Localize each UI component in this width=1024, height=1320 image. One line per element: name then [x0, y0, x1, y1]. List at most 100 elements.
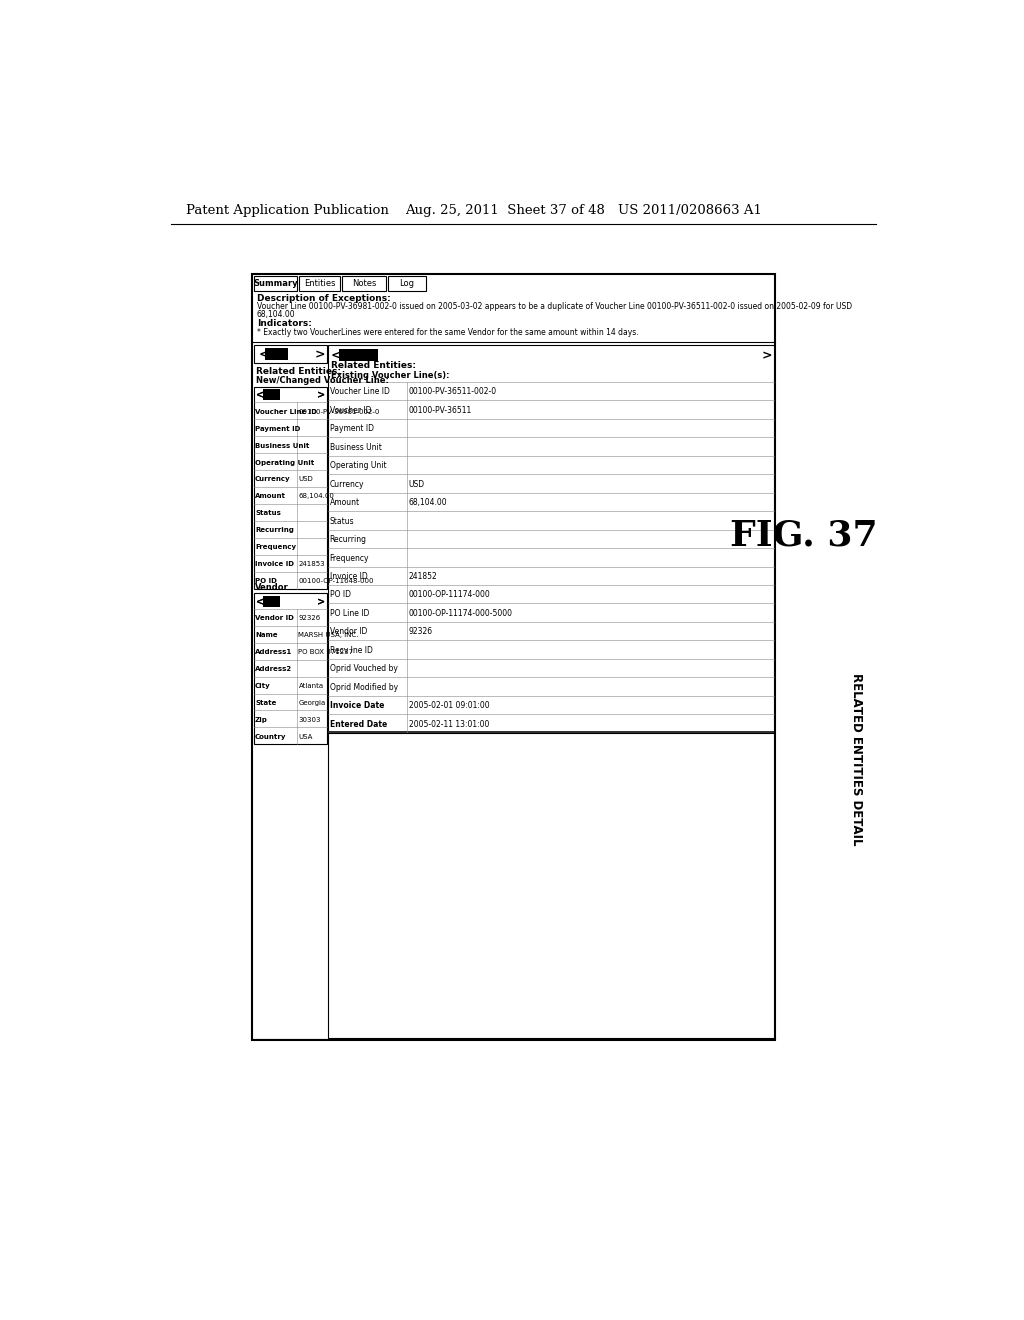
Text: <: < [256, 391, 264, 400]
Text: USD: USD [409, 479, 425, 488]
Text: Atlanta: Atlanta [299, 682, 324, 689]
Text: 68,104.00: 68,104.00 [299, 494, 335, 499]
Text: Currency: Currency [330, 479, 364, 488]
Text: <: < [256, 597, 264, 607]
Bar [265, 348, 289, 360]
Text: >: > [317, 597, 326, 607]
Bar [254, 276, 297, 290]
Bar [328, 731, 773, 733]
Text: Summary: Summary [253, 279, 298, 288]
Text: Invoice ID: Invoice ID [330, 572, 368, 581]
Text: Frequency: Frequency [330, 553, 369, 562]
Text: Patent Application Publication: Patent Application Publication [186, 203, 389, 216]
Bar [328, 345, 773, 1038]
Text: City: City [255, 682, 271, 689]
Text: 241852: 241852 [409, 572, 437, 581]
Text: >: > [317, 391, 326, 400]
Text: Oprid Modified by: Oprid Modified by [330, 682, 397, 692]
Text: Invoice ID: Invoice ID [255, 561, 294, 568]
Text: <: < [256, 391, 264, 400]
Text: Log: Log [399, 279, 415, 288]
Text: Operating Unit: Operating Unit [255, 459, 314, 466]
Bar [263, 389, 280, 400]
Bar [254, 594, 328, 744]
Text: Frequency: Frequency [255, 544, 296, 550]
Bar [263, 389, 280, 400]
Text: Business Unit: Business Unit [255, 442, 309, 449]
Text: * Exactly two VoucherLines were entered for the same Vendor for the same amount : * Exactly two VoucherLines were entered … [257, 327, 638, 337]
Text: Status: Status [255, 511, 281, 516]
Text: Entities: Entities [304, 279, 335, 288]
Text: Zip: Zip [255, 717, 268, 723]
Text: Aug. 25, 2011  Sheet 37 of 48: Aug. 25, 2011 Sheet 37 of 48 [406, 203, 605, 216]
Text: 00100-OP-11648-000: 00100-OP-11648-000 [299, 578, 374, 585]
Text: Existing Voucher Line(s):: Existing Voucher Line(s): [331, 371, 450, 380]
Text: 30303: 30303 [299, 717, 321, 723]
Text: PO ID: PO ID [330, 590, 350, 599]
Text: PO BOX 371237: PO BOX 371237 [299, 649, 353, 655]
Text: 68,104.00: 68,104.00 [257, 310, 295, 319]
Text: Voucher ID: Voucher ID [330, 405, 371, 414]
Text: USA: USA [299, 734, 313, 739]
Text: >: > [314, 348, 326, 362]
Text: Payment ID: Payment ID [330, 424, 374, 433]
Text: Amount: Amount [330, 498, 359, 507]
Text: Indicators:: Indicators: [257, 319, 311, 329]
Text: PO Line ID: PO Line ID [330, 609, 369, 618]
Text: 92326: 92326 [409, 627, 433, 636]
Text: >: > [761, 348, 772, 362]
Text: Description of Exceptions:: Description of Exceptions: [257, 294, 390, 302]
Bar [342, 276, 386, 290]
Text: Voucher Line 00100-PV-36981-002-0 issued on 2005-03-02 appears to be a duplicate: Voucher Line 00100-PV-36981-002-0 issued… [257, 302, 852, 312]
Text: <: < [256, 597, 264, 607]
Text: Related Entities:: Related Entities: [256, 367, 341, 376]
Text: >: > [317, 597, 326, 607]
Bar [299, 276, 340, 290]
Text: 00100-PV-36511-002-0: 00100-PV-36511-002-0 [409, 387, 497, 396]
Text: Recv Ine ID: Recv Ine ID [330, 645, 373, 655]
Text: State: State [255, 700, 276, 706]
Text: 00100-OP-11174-000-5000: 00100-OP-11174-000-5000 [409, 609, 513, 618]
Bar [263, 595, 280, 607]
Text: USD: USD [299, 477, 313, 483]
Text: Vendor: Vendor [255, 582, 289, 591]
Bar [254, 345, 328, 363]
Text: Invoice Date: Invoice Date [330, 701, 384, 710]
Text: Business Unit: Business Unit [330, 442, 381, 451]
Text: Name: Name [255, 632, 278, 638]
Bar [254, 387, 328, 589]
Text: 2005-02-01 09:01:00: 2005-02-01 09:01:00 [409, 701, 489, 710]
Text: Oprid Vouched by: Oprid Vouched by [330, 664, 397, 673]
Text: Address2: Address2 [255, 665, 292, 672]
Text: <: < [331, 348, 342, 362]
Text: FIG. 37: FIG. 37 [730, 519, 878, 553]
Bar [252, 275, 775, 1040]
Text: 92326: 92326 [299, 615, 321, 622]
Text: Recurring: Recurring [330, 535, 367, 544]
Text: Related Entities:: Related Entities: [331, 360, 416, 370]
Text: Vendor ID: Vendor ID [330, 627, 367, 636]
Text: MARSH USA, INC.: MARSH USA, INC. [299, 632, 359, 638]
Text: Amount: Amount [255, 494, 286, 499]
Text: Currency: Currency [255, 477, 291, 483]
Text: Vendor ID: Vendor ID [255, 615, 294, 622]
Text: Status: Status [330, 516, 354, 525]
Text: Voucher Line ID: Voucher Line ID [255, 409, 317, 414]
Text: Voucher Line ID: Voucher Line ID [330, 387, 389, 396]
Text: Operating Unit: Operating Unit [330, 461, 386, 470]
Text: New/Changed Voucher Line:: New/Changed Voucher Line: [256, 376, 389, 385]
Text: <: < [258, 348, 268, 362]
Text: 241853: 241853 [299, 561, 326, 568]
Text: Recurring: Recurring [255, 527, 294, 533]
Text: PO ID: PO ID [255, 578, 276, 585]
Bar [388, 276, 426, 290]
Bar [339, 348, 378, 360]
Text: Payment ID: Payment ID [255, 425, 300, 432]
Text: 00100-PV-36981-002-0: 00100-PV-36981-002-0 [299, 409, 380, 414]
Text: RELATED ENTITIES DETAIL: RELATED ENTITIES DETAIL [850, 673, 863, 845]
Text: Georgia: Georgia [299, 700, 326, 706]
Text: 2005-02-11 13:01:00: 2005-02-11 13:01:00 [409, 719, 488, 729]
Text: Entered Date: Entered Date [330, 719, 387, 729]
Text: 68,104.00: 68,104.00 [409, 498, 447, 507]
Text: 00100-OP-11174-000: 00100-OP-11174-000 [409, 590, 490, 599]
